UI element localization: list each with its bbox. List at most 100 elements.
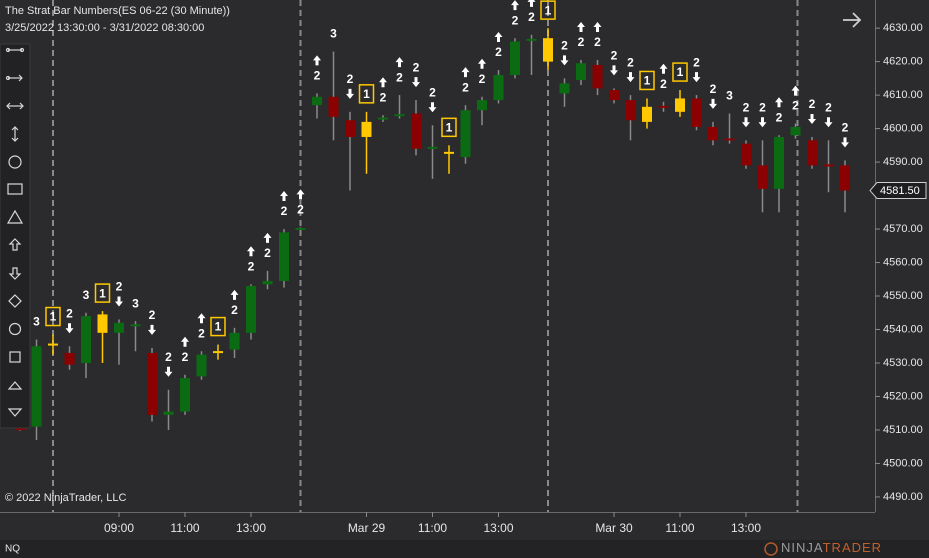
strat-number: 2 <box>149 308 156 322</box>
tool-vertical[interactable] <box>11 126 19 142</box>
candle-body <box>246 285 256 333</box>
y-tick-label: 4630.00 <box>883 22 923 34</box>
inside-bar-box <box>540 0 556 20</box>
brand-first: NINJA <box>781 540 823 555</box>
arrow-down <box>808 113 816 124</box>
strat-label: 2 <box>610 49 618 76</box>
strat-label: 2 <box>164 350 173 377</box>
tool-square[interactable] <box>9 351 21 363</box>
session-breaks <box>52 0 799 512</box>
arrow-up <box>775 97 783 108</box>
candle-body <box>510 41 520 76</box>
y-tick-label: 4520.00 <box>883 390 923 402</box>
arrow-up <box>280 191 288 202</box>
strat-label: 3 <box>330 27 337 41</box>
inside-bar-box <box>94 283 111 303</box>
tool-diamond[interactable] <box>8 294 22 308</box>
strat-number: 1 <box>363 87 370 101</box>
strat-label: 2 <box>346 72 354 99</box>
candle-body <box>312 96 322 106</box>
arrow-down <box>428 102 437 113</box>
strat-label: 1 <box>358 84 375 104</box>
candle-body <box>790 126 801 136</box>
strat-label: 2 <box>577 21 585 49</box>
candle-body <box>477 100 487 111</box>
strat-label: 2 <box>692 55 701 83</box>
tool-triangle-up[interactable] <box>7 381 23 390</box>
strat-label: 2 <box>808 97 816 124</box>
strat-label: 2 <box>593 21 602 49</box>
tool-ellipse[interactable] <box>8 155 22 169</box>
strat-label: 2 <box>280 191 288 218</box>
strat-number: 2 <box>66 306 73 320</box>
strat-number: 2 <box>611 49 618 63</box>
strat-label: 2 <box>824 100 833 128</box>
tool-triangle-down[interactable] <box>7 408 23 417</box>
x-tick-label: Mar 30 <box>595 521 633 535</box>
arrow-down <box>148 324 156 335</box>
y-tick-label: 4510.00 <box>883 424 923 436</box>
candle-body <box>15 428 25 431</box>
arrow-up <box>494 31 503 42</box>
tool-dot[interactable] <box>8 322 22 336</box>
strat-label: 2 <box>758 100 767 128</box>
y-tick-label: 4540.00 <box>883 323 923 335</box>
x-tick-label: Mar 29 <box>348 521 386 535</box>
arrow-down <box>626 72 635 83</box>
strat-label: 2 <box>775 97 783 124</box>
inside-bar-box <box>639 70 655 91</box>
strat-label: 2 <box>395 57 404 84</box>
arrow-up <box>527 0 536 7</box>
strat-label: 2 <box>296 189 305 217</box>
arrow-up <box>181 336 189 347</box>
candle-body <box>213 351 223 354</box>
tool-line[interactable] <box>5 47 25 53</box>
y-tick-label: 4610.00 <box>883 89 923 101</box>
y-tick-label: 4560.00 <box>883 256 923 268</box>
strat-label: 2 <box>428 85 437 113</box>
x-tick-label: 09:00 <box>104 521 134 535</box>
strat-number: 2 <box>429 85 436 99</box>
x-tick-label: 13:00 <box>236 521 266 535</box>
strat-label: 2 <box>263 232 272 260</box>
candle-body <box>559 83 570 94</box>
candle-body <box>592 64 603 89</box>
strat-number: 2 <box>528 10 535 24</box>
tool-extended-line[interactable] <box>6 102 24 110</box>
tool-arrow-up[interactable] <box>8 238 22 251</box>
tool-ray[interactable] <box>5 74 23 82</box>
strat-label: 2 <box>379 77 387 104</box>
arrow-up <box>659 63 668 74</box>
scroll-to-end[interactable] <box>843 12 862 28</box>
candle-body <box>196 354 207 377</box>
strat-number: 2 <box>182 350 189 364</box>
candle-body <box>741 143 751 166</box>
strat-number: 2 <box>578 35 585 49</box>
strat-label: 2 <box>527 0 536 24</box>
candle-body <box>427 146 438 149</box>
y-tick-label: 4590.00 <box>883 156 923 168</box>
tool-rectangle[interactable] <box>7 183 23 195</box>
candle-body <box>361 121 372 137</box>
strat-number: 1 <box>215 320 222 334</box>
tool-triangle[interactable] <box>6 209 24 224</box>
strat-label: 2 <box>511 0 519 27</box>
strat-number: 1 <box>50 310 57 324</box>
strat-label: 2 <box>791 85 800 113</box>
strat-number: 2 <box>347 72 354 86</box>
arrow-down <box>824 117 833 128</box>
strat-number: 2 <box>512 13 519 27</box>
y-tick-label: 4570.00 <box>883 223 923 235</box>
candle-body <box>658 105 669 108</box>
candle-body <box>97 314 108 333</box>
candle-body <box>642 106 652 122</box>
strat-number: 1 <box>677 65 684 79</box>
strat-number: 2 <box>479 72 486 86</box>
brand-second: TRADER <box>823 540 882 555</box>
tool-arrow-down[interactable] <box>8 267 22 280</box>
arrow-up <box>511 0 519 11</box>
strat-label: 1 <box>540 0 556 20</box>
arrow-up <box>296 189 305 200</box>
